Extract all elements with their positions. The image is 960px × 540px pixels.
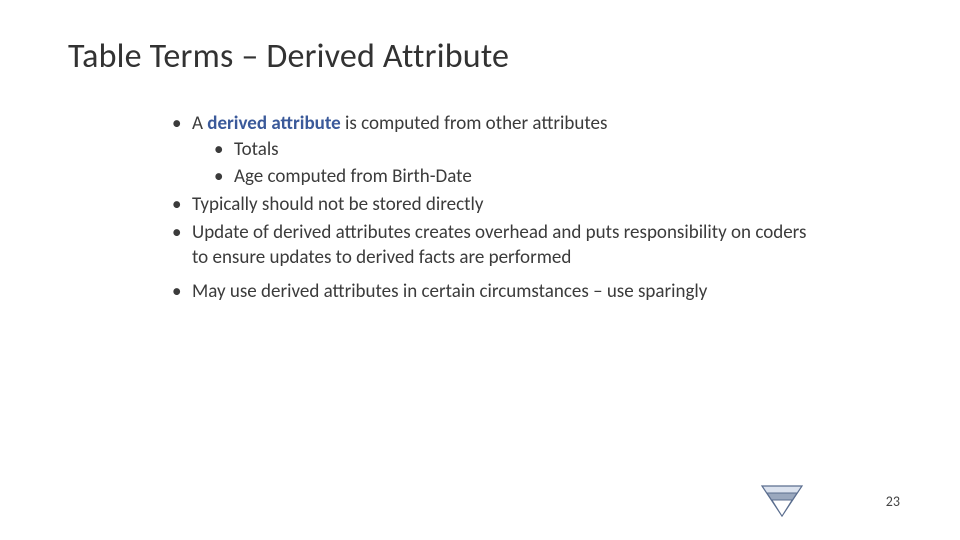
bullet-item: A derived attribute is computed from oth… bbox=[172, 112, 812, 189]
presentation-slide: Table Terms – Derived Attribute A derive… bbox=[0, 0, 960, 540]
bullet-text: May use derived attributes in certain ci… bbox=[192, 280, 707, 303]
bullet-subitem: Age computed from Birth-Date bbox=[214, 165, 812, 189]
bullet-list-level2: Totals Age computed from Birth-Date bbox=[214, 138, 812, 189]
bullet-list-level1: A derived attribute is computed from oth… bbox=[172, 112, 812, 304]
logo-icon bbox=[760, 484, 804, 518]
bullet-subtext: Totals bbox=[234, 138, 279, 161]
bullet-item: Update of derived attributes creates ove… bbox=[172, 221, 812, 270]
slide-title: Table Terms – Derived Attribute bbox=[68, 36, 509, 77]
bullet-text: Typically should not be stored directly bbox=[192, 193, 483, 216]
bullet-item: May use derived attributes in certain ci… bbox=[172, 280, 812, 304]
bullet-subitem: Totals bbox=[214, 138, 812, 162]
bullet-subtext: Age computed from Birth-Date bbox=[234, 165, 472, 188]
bullet-text-prefix: A bbox=[192, 112, 207, 135]
derived-attribute-term: derived attribute bbox=[207, 112, 340, 135]
bullet-item: Typically should not be stored directly bbox=[172, 193, 812, 217]
slide-content: A derived attribute is computed from oth… bbox=[172, 112, 812, 308]
bullet-text: Update of derived attributes creates ove… bbox=[192, 221, 806, 268]
bullet-text-suffix: is computed from other attributes bbox=[341, 112, 608, 135]
page-number: 23 bbox=[886, 493, 900, 510]
